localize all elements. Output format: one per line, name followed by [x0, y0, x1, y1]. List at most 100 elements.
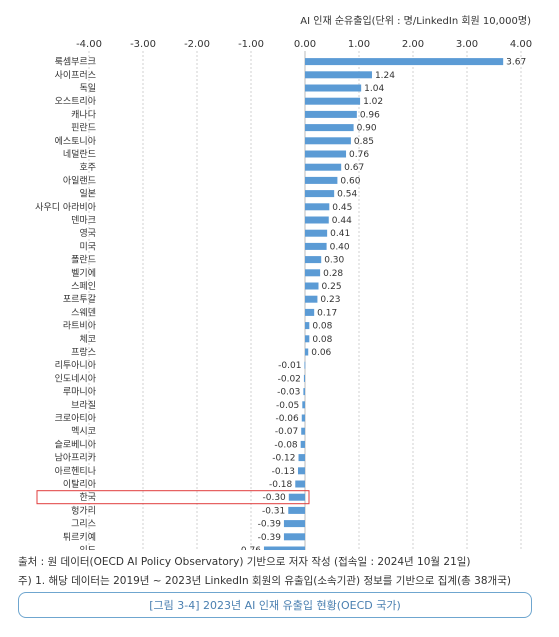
highlight — [36, 490, 310, 505]
value-label: -0.39 — [258, 533, 282, 543]
category-label: 루마니아 — [63, 387, 97, 398]
bar — [305, 137, 351, 145]
bar — [305, 58, 504, 66]
category-label: 리투아니아 — [55, 360, 97, 371]
value-label: -0.08 — [274, 440, 298, 450]
value-label: -0.76 — [238, 546, 262, 550]
category-label: 크로아티아 — [55, 413, 97, 424]
category-label: 브라질 — [71, 399, 96, 411]
bar — [297, 467, 305, 475]
category-label: 영국 — [79, 228, 96, 239]
source-note: 출처 : 원 데이터(OECD AI Policy Observatory) 기… — [18, 556, 471, 568]
value-label: 0.30 — [324, 256, 344, 266]
bar — [298, 454, 305, 462]
bar — [305, 295, 318, 303]
category-label: 덴마크 — [71, 215, 96, 226]
x-tick-label: 4.00 — [510, 39, 532, 50]
value-label: -0.31 — [262, 506, 285, 516]
value-label: 0.28 — [323, 269, 343, 279]
category-label: 인도 — [79, 545, 96, 550]
category-label: 아일랜드 — [63, 175, 96, 186]
value-label: 3.67 — [506, 58, 526, 68]
category-label: 멕시코 — [71, 426, 96, 437]
x-tick-label: -2.00 — [184, 39, 210, 50]
value-label: -0.02 — [278, 374, 301, 384]
bar — [305, 216, 329, 224]
category-label: 캐나다 — [71, 109, 97, 120]
category-label: 인도네시아 — [55, 373, 97, 384]
x-tick-label: 2.00 — [402, 39, 424, 50]
value-label: -0.30 — [263, 493, 287, 503]
footnote: 주) 1. 해당 데이터는 2019년 ~ 2023년 LinkedIn 회원의… — [18, 575, 511, 587]
category-label: 슬로베니아 — [55, 439, 97, 450]
category-label: 독일 — [79, 83, 96, 94]
bar — [305, 203, 330, 211]
bar — [305, 348, 309, 356]
x-axis-ticks: -4.00 -3.00 -2.00 -1.00 0.00 1.00 2.00 3.00 4.00 — [76, 39, 532, 50]
bar — [305, 269, 321, 277]
category-label: 스웨덴 — [71, 306, 96, 318]
category-label: 체코 — [79, 334, 96, 345]
value-label: 0.08 — [312, 335, 332, 345]
x-tick-label: 1.00 — [348, 39, 370, 50]
bar — [295, 480, 305, 488]
bar — [303, 374, 305, 382]
bar — [303, 388, 305, 396]
value-label: -0.18 — [269, 480, 293, 490]
value-label: 0.17 — [317, 308, 337, 318]
category-label: 네덜란드 — [63, 148, 96, 160]
category-label: 오스트리아 — [55, 96, 97, 107]
value-label: 0.76 — [349, 150, 369, 160]
x-tick-label: 3.00 — [456, 39, 478, 50]
bar — [283, 533, 305, 541]
bar — [305, 163, 342, 171]
value-label: 0.41 — [330, 229, 350, 239]
category-label: 남아프리카 — [55, 453, 96, 464]
category-label: 벨기에 — [71, 268, 96, 279]
bar — [288, 506, 305, 514]
value-label: 0.60 — [340, 176, 360, 186]
value-label: 0.85 — [354, 137, 374, 147]
bar — [305, 256, 322, 264]
x-tick-label: 0.00 — [294, 39, 316, 50]
value-label: 0.08 — [312, 322, 332, 332]
value-label: -0.05 — [276, 401, 299, 411]
category-label: 라트비아 — [63, 321, 97, 332]
value-label: -0.06 — [275, 414, 299, 424]
value-label: 0.44 — [332, 216, 352, 226]
value-label: 0.96 — [360, 110, 380, 120]
category-label: 일본 — [79, 189, 96, 200]
category-label: 미국 — [79, 241, 96, 252]
bar — [305, 176, 338, 184]
category-label: 룩셈부르크 — [55, 57, 96, 68]
category-label: 포르투갈 — [63, 294, 96, 305]
bar — [288, 493, 305, 501]
bar — [304, 361, 306, 369]
bar — [300, 440, 305, 448]
bar — [263, 546, 305, 550]
value-label: 1.02 — [363, 97, 383, 107]
bar — [305, 322, 310, 330]
category-label: 사우디 아라비아 — [35, 202, 97, 213]
bar — [305, 97, 361, 105]
category-label: 핀란드 — [71, 122, 96, 134]
category-label: 프랑스 — [71, 346, 96, 358]
bar — [305, 84, 362, 92]
x-tick-label: -1.00 — [238, 39, 264, 50]
value-label: -0.07 — [275, 427, 298, 437]
bar — [283, 520, 305, 528]
bar — [305, 124, 354, 132]
bar — [305, 335, 310, 343]
category-label: 에스토니아 — [55, 136, 97, 147]
axis-unit-label: AI 인재 순유출입(단위 : 명/LinkedIn 회원 10,000명) — [300, 16, 531, 27]
figure-caption: [그림 3-4] 2023년 AI 인재 유출입 현황(OECD 국가) — [18, 592, 532, 618]
figure-caption-text: [그림 3-4] 2023년 AI 인재 유출입 현황(OECD 국가) — [149, 599, 401, 612]
category-label: 사이프러스 — [55, 70, 96, 81]
horizontal-bar-chart: -4.00 -3.00 -2.00 -1.00 0.00 1.00 2.00 3.00 4.00… — [35, 39, 532, 550]
value-label: -0.13 — [272, 467, 295, 477]
value-label: 0.40 — [330, 242, 350, 252]
bars: 룩셈부르크 3.67 사이프러스 1.24 독일 1.04 오스트리아 1.02 캐나다 0.96… — [35, 57, 526, 550]
category-label: 호주 — [79, 162, 96, 173]
bar — [301, 427, 305, 435]
category-label: 이탈리아 — [63, 479, 97, 490]
